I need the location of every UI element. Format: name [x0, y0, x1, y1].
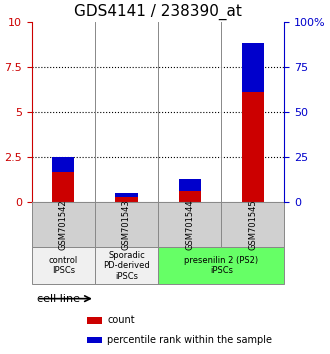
- Text: GSM701544: GSM701544: [185, 199, 194, 250]
- Bar: [87, 337, 102, 343]
- Bar: [52, 157, 74, 171]
- Bar: [115, 193, 138, 197]
- Text: control
IPSCs: control IPSCs: [49, 256, 78, 275]
- FancyBboxPatch shape: [158, 202, 221, 247]
- Text: count: count: [108, 315, 135, 325]
- Text: percentile rank within the sample: percentile rank within the sample: [108, 335, 273, 345]
- Bar: [242, 44, 264, 202]
- Bar: [115, 193, 138, 202]
- FancyBboxPatch shape: [95, 202, 158, 247]
- Title: GDS4141 / 238390_at: GDS4141 / 238390_at: [74, 4, 242, 21]
- FancyBboxPatch shape: [32, 202, 95, 247]
- Text: presenilin 2 (PS2)
iPSCs: presenilin 2 (PS2) iPSCs: [184, 256, 258, 275]
- Text: cell line: cell line: [37, 294, 80, 304]
- Bar: [242, 44, 264, 92]
- Text: GSM701545: GSM701545: [248, 199, 257, 250]
- Bar: [179, 179, 201, 192]
- FancyBboxPatch shape: [158, 247, 284, 284]
- Bar: [52, 157, 74, 202]
- Bar: [179, 179, 201, 202]
- Text: Sporadic
PD-derived
iPSCs: Sporadic PD-derived iPSCs: [103, 251, 150, 281]
- FancyBboxPatch shape: [221, 202, 284, 247]
- Text: GSM701542: GSM701542: [59, 199, 68, 250]
- FancyBboxPatch shape: [32, 247, 95, 284]
- Bar: [87, 317, 102, 324]
- Text: GSM701543: GSM701543: [122, 199, 131, 250]
- FancyBboxPatch shape: [95, 247, 158, 284]
